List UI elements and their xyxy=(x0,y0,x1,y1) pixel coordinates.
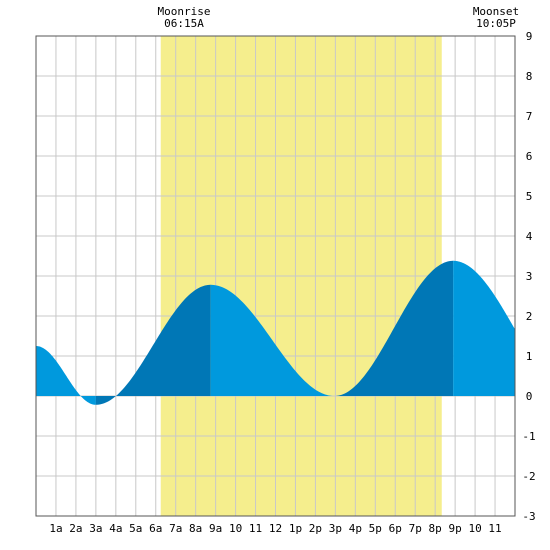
y-tick-label: 2 xyxy=(526,310,533,323)
tide-falling-area xyxy=(210,284,335,396)
plot-frame xyxy=(35,35,516,517)
x-tick-label: 5p xyxy=(369,522,382,535)
y-tick-label: 6 xyxy=(526,150,533,163)
tide-area-layer xyxy=(36,260,515,405)
y-tick-labels: -3 -2 -1 0 1 2 3 4 5 6 7 8 9 xyxy=(522,30,535,523)
x-tick-label: 1a xyxy=(49,522,62,535)
x-tick-label: 3a xyxy=(89,522,102,535)
x-tick-label: 7p xyxy=(409,522,422,535)
y-tick-label: -3 xyxy=(522,510,535,523)
x-tick-label: 4p xyxy=(349,522,362,535)
x-tick-label: 2a xyxy=(69,522,82,535)
x-tick-label: 12 xyxy=(269,522,282,535)
x-tick-label: 9a xyxy=(209,522,222,535)
x-tick-label: 10 xyxy=(468,522,481,535)
tide-rising-area xyxy=(334,260,454,396)
x-tick-label: 8a xyxy=(189,522,202,535)
y-tick-label: 0 xyxy=(526,390,533,403)
x-tick-label: 4a xyxy=(109,522,122,535)
moonrise-annotation: Moonrise 06:15A xyxy=(134,6,234,30)
moonrise-time: 06:15A xyxy=(164,17,204,30)
moonset-time: 10:05P xyxy=(476,17,516,30)
x-tick-label: 9p xyxy=(449,522,462,535)
x-tick-label: 5a xyxy=(129,522,142,535)
tide-falling-area xyxy=(36,346,96,405)
x-tick-label: 10 xyxy=(229,522,242,535)
y-tick-label: 3 xyxy=(526,270,533,283)
y-tick-label: -2 xyxy=(522,470,535,483)
x-tick-label: 11 xyxy=(249,522,262,535)
y-tick-label: 5 xyxy=(526,190,533,203)
moonrise-label: Moonrise xyxy=(157,5,211,18)
y-tick-label: 7 xyxy=(526,110,533,123)
grid-layer xyxy=(36,35,515,517)
x-tick-labels: 1a 2a 3a 4a 5a 6a 7a 8a 9a 10 11 12 1p 2p 3p 4p 5p 6p 7p 8p… xyxy=(49,522,501,535)
x-tick-label: 7a xyxy=(169,522,182,535)
y-tick-label: -1 xyxy=(522,430,535,443)
moonset-annotation: Moonset 10:05P xyxy=(446,6,546,30)
tide-falling-area xyxy=(453,260,515,396)
moonset-label: Moonset xyxy=(472,5,520,18)
x-tick-label: 1p xyxy=(289,522,302,535)
x-tick-label: 6a xyxy=(149,522,162,535)
x-tick-label: 11 xyxy=(488,522,501,535)
x-tick-label: 3p xyxy=(329,522,342,535)
y-tick-label: 1 xyxy=(526,350,533,363)
tide-rising-area xyxy=(95,284,211,405)
x-tick-label: 2p xyxy=(309,522,322,535)
y-tick-label: 8 xyxy=(526,70,533,83)
y-tick-label: 4 xyxy=(526,230,533,243)
x-tick-label: 6p xyxy=(389,522,402,535)
x-tick-label: 8p xyxy=(429,522,442,535)
y-tick-label: 9 xyxy=(526,30,533,43)
